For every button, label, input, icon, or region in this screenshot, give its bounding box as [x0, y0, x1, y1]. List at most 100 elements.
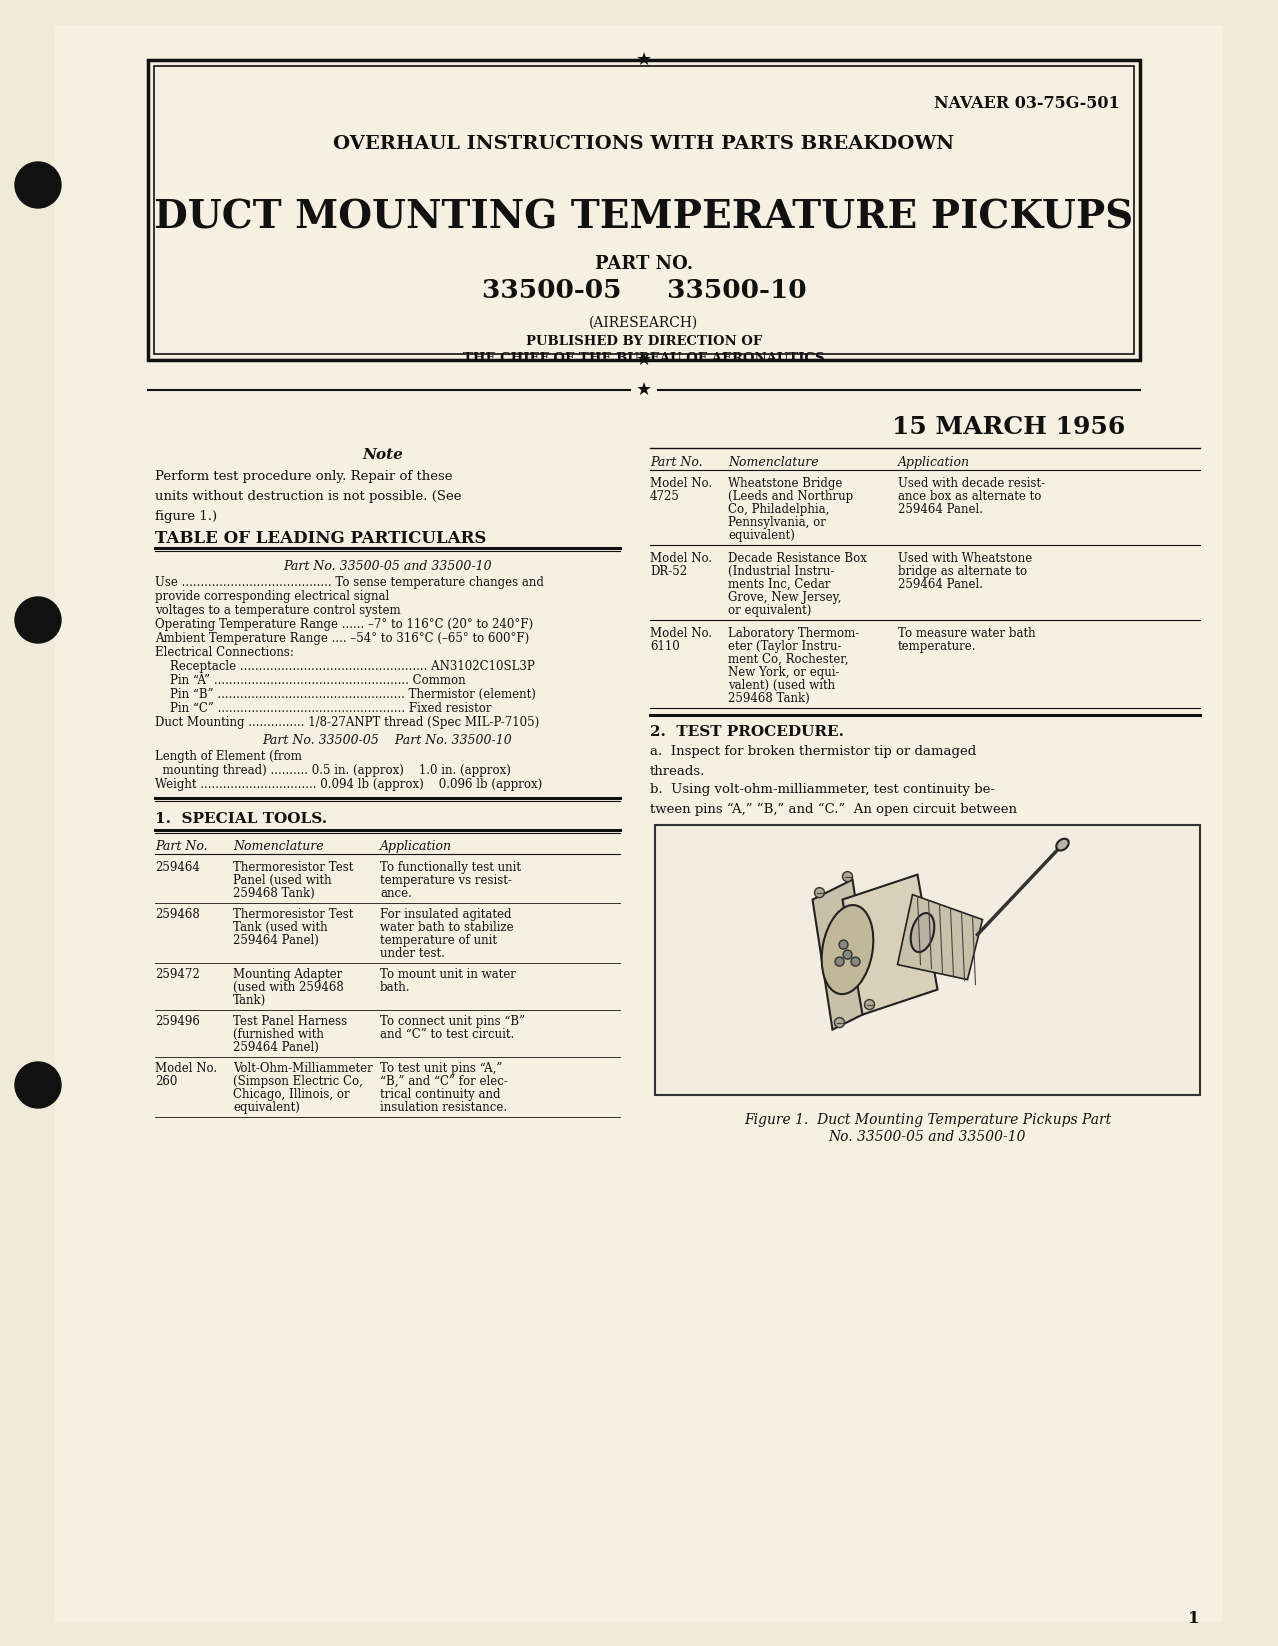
Text: Electrical Connections:: Electrical Connections: [155, 645, 294, 658]
Text: New York, or equi-: New York, or equi- [728, 667, 840, 680]
Text: Nomenclature: Nomenclature [233, 839, 323, 853]
Text: bridge as alternate to: bridge as alternate to [898, 565, 1028, 578]
Text: To functionally test unit: To functionally test unit [380, 861, 521, 874]
Text: Part No.: Part No. [651, 456, 703, 469]
Polygon shape [842, 874, 938, 1014]
Text: bath.: bath. [380, 981, 410, 994]
Text: ance box as alternate to: ance box as alternate to [898, 491, 1042, 504]
Text: Tank): Tank) [233, 994, 266, 1007]
Text: Application: Application [380, 839, 452, 853]
Text: 4725: 4725 [651, 491, 680, 504]
Text: Co, Philadelphia,: Co, Philadelphia, [728, 504, 829, 515]
Text: Length of Element (from: Length of Element (from [155, 751, 302, 764]
Text: Model No.: Model No. [155, 1062, 217, 1075]
Text: provide corresponding electrical signal: provide corresponding electrical signal [155, 589, 390, 602]
Circle shape [15, 597, 61, 644]
Ellipse shape [1056, 839, 1068, 851]
Text: Used with Wheatstone: Used with Wheatstone [898, 551, 1033, 565]
Text: units without destruction is not possible. (See: units without destruction is not possibl… [155, 491, 461, 504]
Text: Mounting Adapter: Mounting Adapter [233, 968, 343, 981]
Text: water bath to stabilize: water bath to stabilize [380, 922, 514, 933]
Text: Pin “B” .................................................. Thermistor (element): Pin “B” ................................… [155, 688, 535, 701]
Text: temperature.: temperature. [898, 640, 976, 653]
Text: PART NO.: PART NO. [596, 255, 693, 273]
Text: NAVAER 03-75G-501: NAVAER 03-75G-501 [934, 95, 1120, 112]
Circle shape [814, 887, 824, 897]
Text: Note: Note [362, 448, 403, 463]
Text: trical continuity and: trical continuity and [380, 1088, 501, 1101]
Text: 2.  TEST PROCEDURE.: 2. TEST PROCEDURE. [651, 724, 843, 739]
Text: Pin “C” .................................................. Fixed resistor: Pin “C” ................................… [155, 701, 492, 714]
Text: To connect unit pins “B”: To connect unit pins “B” [380, 1016, 525, 1029]
Text: ★: ★ [636, 380, 652, 398]
Text: b.  Using volt-ohm-milliammeter, test continuity be-
tween pins “A,” “B,” and “C: b. Using volt-ohm-milliammeter, test con… [651, 783, 1017, 816]
Circle shape [843, 950, 852, 960]
Text: Wheatstone Bridge: Wheatstone Bridge [728, 477, 842, 491]
Text: Application: Application [898, 456, 970, 469]
Text: a.  Inspect for broken thermistor tip or damaged
threads.: a. Inspect for broken thermistor tip or … [651, 746, 976, 779]
Text: (Simpson Electric Co,: (Simpson Electric Co, [233, 1075, 363, 1088]
Text: (Industrial Instru-: (Industrial Instru- [728, 565, 835, 578]
Text: ★: ★ [636, 351, 652, 369]
Text: 259464 Panel): 259464 Panel) [233, 933, 320, 946]
Text: Grove, New Jersey,: Grove, New Jersey, [728, 591, 841, 604]
Text: No. 33500-05 and 33500-10: No. 33500-05 and 33500-10 [828, 1131, 1026, 1144]
Bar [155, 66, 1134, 354]
Text: Volt-Ohm-Milliammeter: Volt-Ohm-Milliammeter [233, 1062, 373, 1075]
Text: Tank (used with: Tank (used with [233, 922, 327, 933]
Text: voltages to a temperature control system: voltages to a temperature control system [155, 604, 400, 617]
Text: 33500-05     33500-10: 33500-05 33500-10 [482, 278, 806, 303]
Text: under test.: under test. [380, 946, 445, 960]
Text: (Leeds and Northrup: (Leeds and Northrup [728, 491, 854, 504]
Text: insulation resistance.: insulation resistance. [380, 1101, 507, 1114]
Text: Laboratory Thermom-: Laboratory Thermom- [728, 627, 859, 640]
Text: PUBLISHED BY DIRECTION OF: PUBLISHED BY DIRECTION OF [525, 336, 762, 347]
Polygon shape [897, 894, 983, 979]
Polygon shape [813, 879, 873, 1030]
Text: Ambient Temperature Range .... –54° to 316°C (–65° to 600°F): Ambient Temperature Range .... –54° to 3… [155, 632, 529, 645]
Text: To measure water bath: To measure water bath [898, 627, 1035, 640]
Text: Operating Temperature Range ...... –7° to 116°C (20° to 240°F): Operating Temperature Range ...... –7° t… [155, 617, 533, 630]
Text: equivalent): equivalent) [728, 528, 795, 542]
Text: 259468 Tank): 259468 Tank) [728, 691, 810, 704]
Text: Pin “A” .................................................... Common: Pin “A” ................................… [155, 673, 465, 686]
Text: and “C” to test circuit.: and “C” to test circuit. [380, 1029, 514, 1040]
Text: Thermoresistor Test: Thermoresistor Test [233, 861, 354, 874]
Text: (used with 259468: (used with 259468 [233, 981, 344, 994]
Text: or equivalent): or equivalent) [728, 604, 812, 617]
Circle shape [835, 956, 843, 966]
Circle shape [851, 956, 860, 966]
Text: Receptacle .................................................. AN3102C10SL3P: Receptacle .............................… [155, 660, 534, 673]
Text: Perform test procedure only. Repair of these: Perform test procedure only. Repair of t… [155, 471, 452, 482]
Text: Test Panel Harness: Test Panel Harness [233, 1016, 348, 1029]
Text: Model No.: Model No. [651, 551, 712, 565]
Text: 259464: 259464 [155, 861, 199, 874]
Text: To mount unit in water: To mount unit in water [380, 968, 516, 981]
Text: Weight ............................... 0.094 lb (approx)    0.096 lb (approx): Weight ............................... 0… [155, 779, 542, 792]
Text: Used with decade resist-: Used with decade resist- [898, 477, 1045, 491]
Text: temperature vs resist-: temperature vs resist- [380, 874, 512, 887]
Circle shape [15, 161, 61, 207]
Text: OVERHAUL INSTRUCTIONS WITH PARTS BREAKDOWN: OVERHAUL INSTRUCTIONS WITH PARTS BREAKDO… [334, 135, 955, 153]
Text: “B,” and “C” for elec-: “B,” and “C” for elec- [380, 1075, 507, 1088]
Text: ment Co, Rochester,: ment Co, Rochester, [728, 653, 849, 667]
Text: ance.: ance. [380, 887, 412, 900]
Text: 259464 Panel.: 259464 Panel. [898, 578, 983, 591]
Ellipse shape [822, 905, 873, 994]
Text: Decade Resistance Box: Decade Resistance Box [728, 551, 866, 565]
Text: mounting thread) .......... 0.5 in. (approx)    1.0 in. (approx): mounting thread) .......... 0.5 in. (app… [155, 764, 511, 777]
Text: eter (Taylor Instru-: eter (Taylor Instru- [728, 640, 841, 653]
Text: 259496: 259496 [155, 1016, 199, 1029]
Text: For insulated agitated: For insulated agitated [380, 909, 511, 922]
Text: 1.  SPECIAL TOOLS.: 1. SPECIAL TOOLS. [155, 811, 327, 826]
Text: Model No.: Model No. [651, 627, 712, 640]
Text: DUCT MOUNTING TEMPERATURE PICKUPS: DUCT MOUNTING TEMPERATURE PICKUPS [155, 198, 1134, 235]
Text: Part No. 33500-05    Part No. 33500-10: Part No. 33500-05 Part No. 33500-10 [262, 734, 512, 747]
Text: Part No. 33500-05 and 33500-10: Part No. 33500-05 and 33500-10 [284, 560, 492, 573]
Text: temperature of unit: temperature of unit [380, 933, 497, 946]
Text: 6110: 6110 [651, 640, 680, 653]
Circle shape [838, 940, 849, 950]
Circle shape [15, 1062, 61, 1108]
Text: 259464 Panel.: 259464 Panel. [898, 504, 983, 515]
Text: A-13  159: A-13 159 [1126, 1073, 1180, 1083]
